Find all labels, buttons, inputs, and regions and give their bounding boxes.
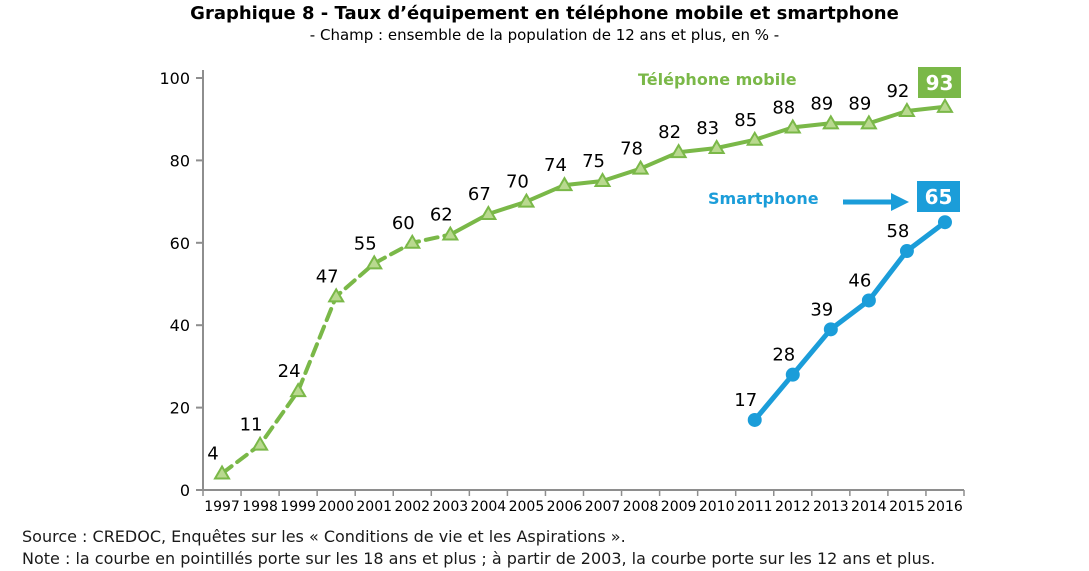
data-point-marker-triangle xyxy=(593,172,612,187)
x-axis-year-label: 2011 xyxy=(737,499,773,515)
x-axis-year-label: 2016 xyxy=(927,499,963,515)
data-point-marker-circle xyxy=(899,244,914,259)
y-axis-tick-label: 60 xyxy=(170,234,190,253)
data-point-label: 89 xyxy=(848,93,871,114)
data-point-marker-triangle xyxy=(365,254,383,270)
data-point-marker-circle xyxy=(823,322,838,337)
data-point-label: 55 xyxy=(354,233,377,254)
x-axis-year-label: 2013 xyxy=(813,499,849,515)
data-point-marker-triangle xyxy=(745,130,764,146)
data-point-marker-triangle xyxy=(784,118,802,134)
x-axis-year-label: 2003 xyxy=(433,499,469,515)
x-axis-year-label: 2002 xyxy=(394,499,430,515)
x-axis-year-label: 2000 xyxy=(318,499,354,515)
data-point-label: 83 xyxy=(696,118,719,139)
data-point-marker-circle xyxy=(861,293,876,308)
data-point-label: 78 xyxy=(620,139,643,160)
smartphone-series-label: Smartphone xyxy=(708,189,819,208)
data-point-label: 28 xyxy=(772,345,795,366)
x-axis-year-label: 2009 xyxy=(661,499,697,515)
y-axis-tick-label: 0 xyxy=(180,481,190,500)
data-point-marker-triangle xyxy=(289,382,307,398)
y-axis-tick-label: 100 xyxy=(159,69,190,88)
data-point-label: 4 xyxy=(207,444,218,465)
Téléphone mobile-line-solid xyxy=(449,104,946,237)
chart-title: Graphique 8 - Taux d’équipement en télép… xyxy=(190,3,899,24)
x-axis-year-label: 2004 xyxy=(471,499,507,515)
smartphone-end-value-box: 65 xyxy=(917,181,960,212)
Smartphone-line xyxy=(752,220,947,422)
data-point-marker-triangle xyxy=(441,225,460,241)
x-axis-year-label: 2006 xyxy=(547,499,583,515)
data-point-label: 24 xyxy=(278,361,301,382)
data-point-marker-triangle xyxy=(822,114,840,130)
x-axis-year-label: 1997 xyxy=(204,499,240,515)
data-point-label: 17 xyxy=(734,390,757,411)
note-text: Note : la courbe en pointillés porte sur… xyxy=(22,549,936,568)
data-point-marker-triangle xyxy=(860,114,878,130)
data-point-marker-triangle xyxy=(403,233,422,249)
mobile-series-label: Téléphone mobile xyxy=(638,70,797,89)
data-point-label: 92 xyxy=(886,81,909,102)
data-point-marker-triangle xyxy=(555,176,574,192)
data-point-label: 74 xyxy=(544,155,567,176)
mobile-end-value-box: 93 xyxy=(918,67,961,98)
x-axis-year-label: 2012 xyxy=(775,499,811,515)
data-point-label: 62 xyxy=(430,205,453,226)
data-point-marker-triangle xyxy=(213,464,231,480)
x-axis-year-label: 2014 xyxy=(851,499,887,515)
data-point-label: 89 xyxy=(810,93,833,114)
x-axis-year-label: 2010 xyxy=(699,499,735,515)
data-point-marker-triangle xyxy=(517,192,536,208)
x-axis-year-label: 2007 xyxy=(585,499,621,515)
data-point-marker-circle xyxy=(785,367,800,382)
smartphone-arrowhead-icon xyxy=(891,193,909,211)
data-point-marker-circle xyxy=(937,215,952,230)
data-point-marker-triangle xyxy=(251,435,269,451)
data-point-marker-triangle xyxy=(479,204,498,220)
x-axis-year-label: 1998 xyxy=(242,499,278,515)
y-axis-tick-label: 40 xyxy=(170,316,190,335)
y-axis-tick-label: 20 xyxy=(170,399,190,418)
data-point-label: 11 xyxy=(240,415,263,436)
data-point-marker-triangle xyxy=(631,159,650,175)
x-axis-year-label: 2008 xyxy=(623,499,659,515)
data-point-label: 88 xyxy=(772,97,795,118)
source-text: Source : CREDOC, Enquêtes sur les « Cond… xyxy=(22,527,626,546)
x-axis-year-label: 1999 xyxy=(280,499,316,515)
data-point-marker-triangle xyxy=(898,101,916,117)
data-point-label: 75 xyxy=(582,151,605,172)
data-point-label: 67 xyxy=(468,184,491,205)
data-point-label: 82 xyxy=(658,122,681,143)
data-point-marker-triangle xyxy=(936,97,954,113)
data-point-label: 39 xyxy=(810,299,833,320)
data-point-label: 46 xyxy=(848,270,871,291)
data-point-label: 70 xyxy=(506,172,529,193)
data-point-marker-triangle xyxy=(707,139,726,155)
x-axis-year-label: 2015 xyxy=(889,499,925,515)
x-axis-year-label: 2005 xyxy=(509,499,545,515)
chart-subtitle: - Champ : ensemble de la population de 1… xyxy=(309,26,780,44)
data-point-label: 85 xyxy=(734,110,757,131)
data-point-label: 58 xyxy=(886,221,909,242)
data-point-marker-circle xyxy=(747,412,762,427)
data-point-marker-triangle xyxy=(669,143,688,159)
x-axis-year-label: 2001 xyxy=(356,499,392,515)
data-point-label: 47 xyxy=(316,266,339,287)
data-point-label: 60 xyxy=(392,213,415,234)
data-point-marker-triangle xyxy=(327,287,345,303)
y-axis-tick-label: 80 xyxy=(170,151,190,170)
